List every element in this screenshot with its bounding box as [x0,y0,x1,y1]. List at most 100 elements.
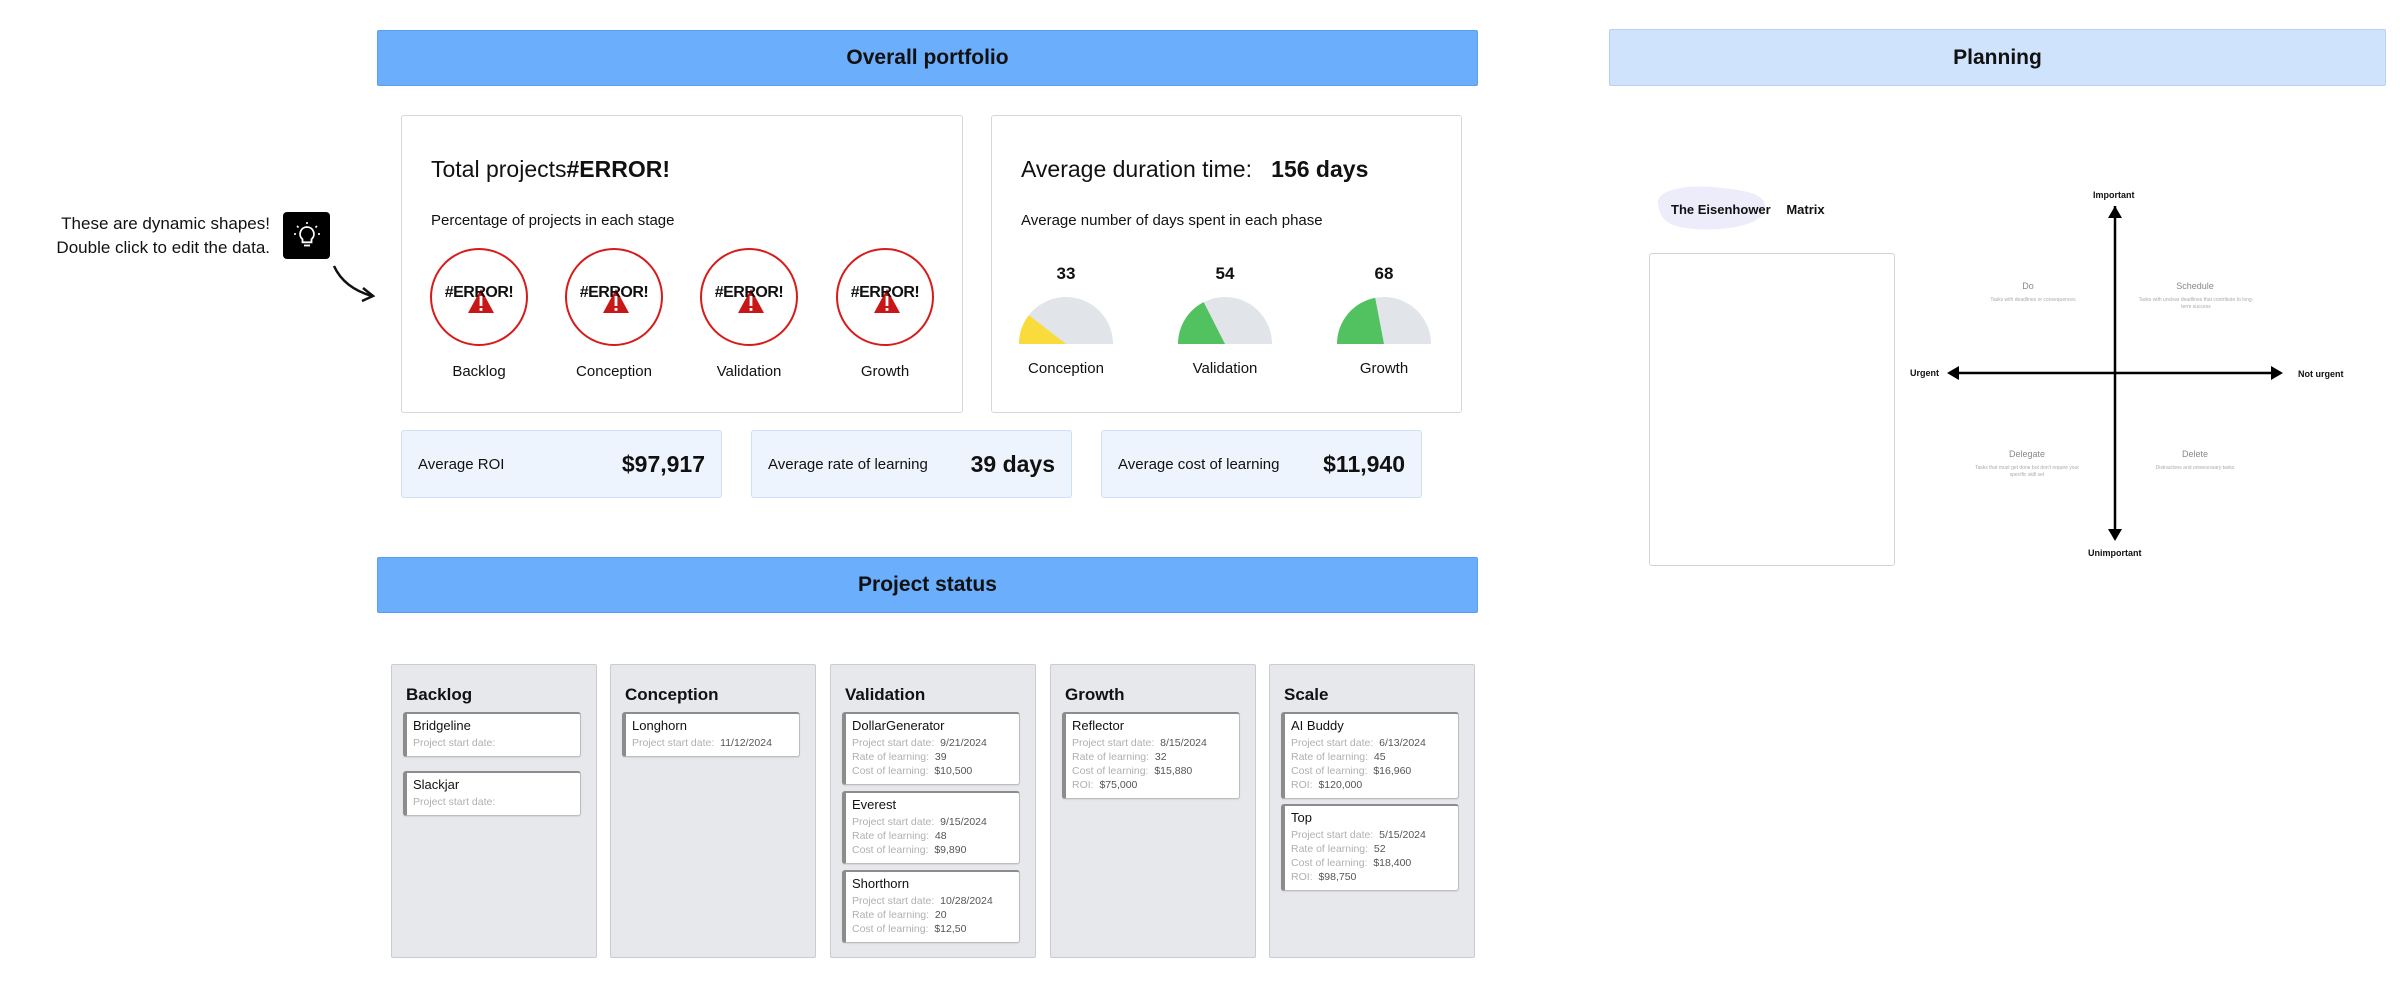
project-field: Project start date: [413,795,574,809]
quadrant-delegate-title: Delegate [2008,449,2046,459]
project-field: Cost of learning: $16,960 [1291,764,1452,778]
planning-header: Planning [1609,29,2386,86]
field-value: 52 [1373,843,1386,855]
project-card-ai-buddy[interactable]: AI Buddy Project start date: 6/13/2024 R… [1281,712,1459,799]
field-key: ROI: [1291,871,1313,883]
field-value: 9/21/2024 [940,737,987,749]
project-field: Rate of learning: 20 [852,908,1013,922]
project-card-longhorn[interactable]: Longhorn Project start date: 11/12/2024 [622,712,800,757]
project-field: Cost of learning: $15,880 [1072,764,1233,778]
kanban-column-scale[interactable]: Scale AI Buddy Project start date: 6/13/… [1269,664,1475,958]
project-card-everest[interactable]: Everest Project start date: 9/15/2024 Ra… [842,791,1020,864]
average-duration-card[interactable]: Average duration time: 156 days Average … [991,115,1462,413]
gauge-conception: 33 Conception [1001,264,1131,377]
stage-percentage-subtitle: Percentage of projects in each stage [431,212,675,229]
field-key: Project start date: [413,796,496,808]
field-value: $12,50 [934,923,967,935]
stage-ring: #ERROR! [836,248,934,346]
hint-line-2: Double click to edit the data. [56,238,270,257]
project-field: Cost of learning: $10,500 [852,764,1013,778]
field-value: 10/28/2024 [940,895,993,907]
quadrant-do-text: Tasks with deadlines or consequences [1990,297,2076,303]
stage-label: Backlog [452,363,506,380]
project-field: Project start date: 9/15/2024 [852,815,1013,829]
field-key: Project start date: [852,737,935,749]
project-card-shorthorn[interactable]: Shorthorn Project start date: 10/28/2024… [842,870,1020,943]
stage-label: Conception [576,363,652,380]
hint-line-1: These are dynamic shapes! [61,214,270,233]
field-key: ROI: [1291,779,1313,791]
average-duration-label: Average duration time: [1021,156,1252,182]
total-projects-label: Total projects [431,156,567,182]
axis-label-unimportant: Unimportant [2088,548,2142,558]
warning-icon [468,289,494,313]
total-projects-card[interactable]: Total projects#ERROR! Percentage of proj… [401,115,963,413]
hint-text: These are dynamic shapes! Double click t… [30,212,270,260]
gauge-chart [1337,297,1431,344]
project-card-reflector[interactable]: Reflector Project start date: 8/15/2024 … [1062,712,1240,799]
kanban-column-validation[interactable]: Validation DollarGenerator Project start… [830,664,1036,958]
kanban-column-conception[interactable]: Conception Longhorn Project start date: … [610,664,816,958]
field-key: Rate of learning: [852,909,930,921]
kanban-column-backlog[interactable]: Backlog Bridgeline Project start date: S… [391,664,597,958]
field-value: $75,000 [1099,779,1138,791]
gauge-label: Growth [1359,360,1409,377]
average-cost-of-learning-card[interactable]: Average cost of learning $11,940 [1101,430,1422,498]
metric-label: Average cost of learning [1118,455,1280,473]
average-duration-title: Average duration time: 156 days [1021,156,1368,183]
gauge-value: 54 [1215,264,1235,283]
project-field: ROI: $120,000 [1291,778,1452,792]
field-key: Cost of learning: [852,923,929,935]
field-key: Project start date: [413,737,496,749]
field-value: $98,750 [1318,871,1357,883]
gauge-fill [1019,315,1066,344]
project-name: Slackjar [413,777,460,792]
lightbulb-icon [283,212,330,259]
field-value: 32 [1154,751,1167,763]
project-field: Project start date: 11/12/2024 [632,736,793,750]
total-projects-title: Total projects#ERROR! [431,156,670,183]
sticky-note-pad[interactable] [1649,253,1895,566]
field-value: $9,890 [934,844,967,856]
field-key: Rate of learning: [852,751,930,763]
project-field: Cost of learning: $9,890 [852,843,1013,857]
average-rate-of-learning-card[interactable]: Average rate of learning 39 days [751,430,1072,498]
eisenhower-matrix[interactable]: Important Unimportant Urgent Not urgent … [1910,186,2350,566]
matrix-axes [1947,206,2283,541]
matrix-title-word: The [1671,202,1695,217]
stage-validation: #ERROR! Validation [699,248,799,380]
project-status-header: Project status [377,557,1478,613]
gauge-chart [1178,297,1272,344]
project-card-dollargenerator[interactable]: DollarGenerator Project start date: 9/21… [842,712,1020,785]
stage-value: #ERROR! [444,284,514,301]
overall-portfolio-header: Overall portfolio [377,30,1478,86]
matrix-title-word: Eisenhower [1697,202,1771,217]
project-card-slackjar[interactable]: Slackjar Project start date: [403,771,581,816]
project-name: Shorthorn [852,876,910,891]
project-field: Project start date: 9/21/2024 [852,736,1013,750]
stage-value: #ERROR! [850,284,920,301]
field-value: $15,880 [1154,765,1193,777]
field-key: Project start date: [1291,829,1374,841]
field-key: Rate of learning: [1291,843,1369,855]
warning-icon [603,289,629,313]
kanban-column-growth[interactable]: Growth Reflector Project start date: 8/1… [1050,664,1256,958]
project-field: Rate of learning: 45 [1291,750,1452,764]
project-card-top[interactable]: Top Project start date: 5/15/2024 Rate o… [1281,804,1459,891]
gauge-validation: 54 Validation [1160,264,1290,377]
quadrant-do-title: Do [2022,281,2034,291]
field-value: 11/12/2024 [720,737,772,749]
project-field: Rate of learning: 39 [852,750,1013,764]
field-key: ROI: [1072,779,1094,791]
field-value: 5/15/2024 [1379,829,1426,841]
quadrant-delegate-text: Tasks that must get done but don't requi… [1974,465,2080,478]
field-value: $10,500 [934,765,973,777]
average-roi-card[interactable]: Average ROI $97,917 [401,430,722,498]
field-key: Project start date: [1291,737,1374,749]
curved-arrow-icon [332,265,376,303]
stage-conception: #ERROR! Conception [564,248,664,380]
project-card-bridgeline[interactable]: Bridgeline Project start date: [403,712,581,757]
field-value: 9/15/2024 [940,816,987,828]
project-name: Everest [852,797,897,812]
field-value: 6/13/2024 [1379,737,1426,749]
